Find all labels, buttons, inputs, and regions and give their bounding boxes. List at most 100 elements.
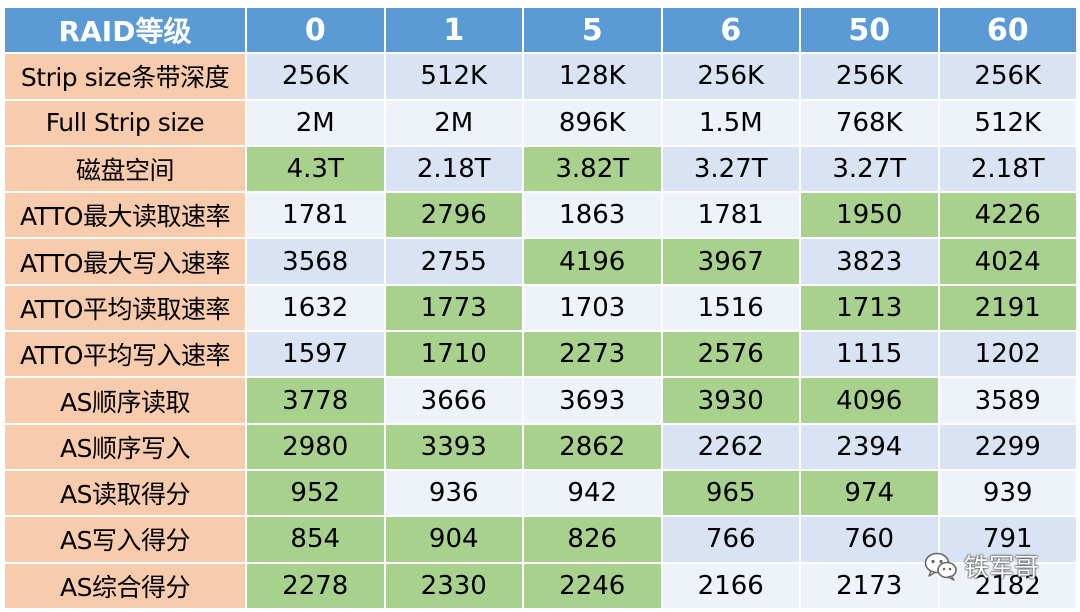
table-cell: 3967 [662, 239, 799, 284]
table-cell: 3.27T [662, 146, 799, 192]
table-row: 磁盘空间 4.3T 2.18T 3.82T 3.27T 3.27T 2.18T [5, 146, 1076, 192]
table-cell: 1115 [801, 332, 938, 377]
table-row: ATTO平均读取速率 1632 1773 1703 1516 1713 2191 [5, 285, 1076, 331]
table-cell: 512K [385, 54, 522, 99]
table-cell: 1710 [385, 332, 522, 377]
table-cell: 1781 [662, 193, 799, 238]
table-cell: 3666 [385, 378, 522, 423]
raid-level-header: RAID等级 [5, 8, 245, 53]
table-cell: 1597 [247, 332, 384, 377]
row-label: Full Strip size [5, 100, 245, 145]
table-cell: 1781 [247, 193, 384, 238]
table-row: AS顺序写入 2980 3393 2862 2262 2394 2299 [5, 424, 1076, 469]
table-cell: 1202 [939, 332, 1076, 377]
table-cell: 2191 [939, 285, 1076, 331]
table-row: AS写入得分 854 904 826 766 760 791 [5, 517, 1076, 562]
raid-level-5-header: 5 [524, 8, 661, 53]
row-label: ATTO平均写入速率 [5, 332, 245, 377]
row-label: AS顺序写入 [5, 424, 245, 469]
table-cell: 2394 [801, 424, 938, 469]
table-cell: 256K [662, 54, 799, 99]
header-row: RAID等级 0 1 5 6 50 60 [5, 8, 1076, 53]
table-cell: 766 [662, 517, 799, 562]
table-cell: 256K [801, 54, 938, 99]
table-cell: 2166 [662, 563, 799, 608]
table-cell: 256K [247, 54, 384, 99]
row-label: ATTO最大写入速率 [5, 239, 245, 284]
table-cell: 4226 [939, 193, 1076, 238]
table-cell: 2862 [524, 424, 661, 469]
row-label: AS顺序读取 [5, 378, 245, 423]
raid-comparison-table: RAID等级 0 1 5 6 50 60 Strip size条带深度 256K 5… [3, 6, 1078, 610]
table-cell: 896K [524, 100, 661, 145]
row-label: Strip size条带深度 [5, 54, 245, 99]
table-cell: 3568 [247, 239, 384, 284]
table-row: ATTO最大读取速率 1781 2796 1863 1781 1950 4226 [5, 193, 1076, 238]
table-cell: 3778 [247, 378, 384, 423]
table-cell: 936 [385, 470, 522, 516]
table-row: Full Strip size 2M 2M 896K 1.5M 768K 512K [5, 100, 1076, 145]
row-label: AS综合得分 [5, 563, 245, 608]
table-cell: 1863 [524, 193, 661, 238]
table-cell: 2980 [247, 424, 384, 469]
table-cell: 1950 [801, 193, 938, 238]
table-cell: 3930 [662, 378, 799, 423]
table-cell: 3589 [939, 378, 1076, 423]
table-cell: 2.18T [385, 146, 522, 192]
table-cell: 3823 [801, 239, 938, 284]
table-cell: 2273 [524, 332, 661, 377]
table-cell: 952 [247, 470, 384, 516]
table-cell: 760 [801, 517, 938, 562]
table-row: ATTO最大写入速率 3568 2755 4196 3967 3823 4024 [5, 239, 1076, 284]
table-row: Strip size条带深度 256K 512K 128K 256K 256K 256K [5, 54, 1076, 99]
table-cell: 4.3T [247, 146, 384, 192]
row-label: 磁盘空间 [5, 146, 245, 192]
table-cell: 2M [247, 100, 384, 145]
table-cell: 2M [385, 100, 522, 145]
table-cell: 1516 [662, 285, 799, 331]
table-cell: 2576 [662, 332, 799, 377]
row-label: AS读取得分 [5, 470, 245, 516]
table-cell: 1703 [524, 285, 661, 331]
table-cell: 2182 [939, 563, 1076, 608]
raid-level-50-header: 50 [801, 8, 938, 53]
raid-level-60-header: 60 [939, 8, 1076, 53]
table-cell: 974 [801, 470, 938, 516]
raid-level-6-header: 6 [662, 8, 799, 53]
table-cell: 2173 [801, 563, 938, 608]
table-cell: 4096 [801, 378, 938, 423]
table-cell: 1.5M [662, 100, 799, 145]
table-cell: 1713 [801, 285, 938, 331]
table-cell: 2246 [524, 563, 661, 608]
table-cell: 2330 [385, 563, 522, 608]
table-cell: 1632 [247, 285, 384, 331]
table-cell: 791 [939, 517, 1076, 562]
table-row: AS读取得分 952 936 942 965 974 939 [5, 470, 1076, 516]
table-row: AS顺序读取 3778 3666 3693 3930 4096 3589 [5, 378, 1076, 423]
table-cell: 826 [524, 517, 661, 562]
table-row: ATTO平均写入速率 1597 1710 2273 2576 1115 1202 [5, 332, 1076, 377]
table-cell: 854 [247, 517, 384, 562]
table-cell: 128K [524, 54, 661, 99]
table-cell: 4196 [524, 239, 661, 284]
table-cell: 2278 [247, 563, 384, 608]
raid-level-0-header: 0 [247, 8, 384, 53]
table-cell: 2262 [662, 424, 799, 469]
row-label: ATTO平均读取速率 [5, 285, 245, 331]
row-label: AS写入得分 [5, 517, 245, 562]
table-cell: 965 [662, 470, 799, 516]
table-cell: 904 [385, 517, 522, 562]
table-cell: 942 [524, 470, 661, 516]
table-cell: 3693 [524, 378, 661, 423]
raid-level-1-header: 1 [385, 8, 522, 53]
table-cell: 1773 [385, 285, 522, 331]
table-cell: 3393 [385, 424, 522, 469]
row-label: ATTO最大读取速率 [5, 193, 245, 238]
table-cell: 2755 [385, 239, 522, 284]
table-cell: 939 [939, 470, 1076, 516]
table-cell: 2.18T [939, 146, 1076, 192]
table-body: Strip size条带深度 256K 512K 128K 256K 256K 256K Fu… [5, 54, 1076, 608]
table-cell: 3.82T [524, 146, 661, 192]
table-cell: 768K [801, 100, 938, 145]
table-cell: 512K [939, 100, 1076, 145]
